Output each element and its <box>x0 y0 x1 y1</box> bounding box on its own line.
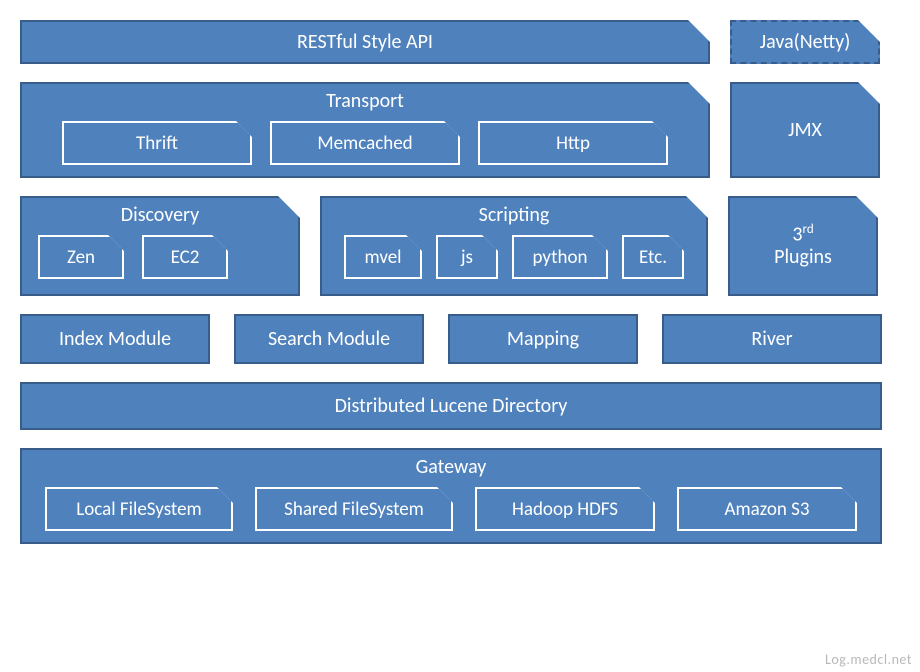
transport-items: Thrift Memcached Http <box>32 121 698 165</box>
block-river: River <box>662 314 882 364</box>
label-3rd-plugins: 3rd Plugins <box>774 223 832 270</box>
sub-ec2: EC2 <box>142 235 228 279</box>
row-lucene: Distributed Lucene Directory <box>20 382 900 430</box>
block-lucene-directory: Distributed Lucene Directory <box>20 382 882 430</box>
watermark: Log.medcl.net <box>825 651 912 668</box>
block-gateway: Gateway Local FileSystem Shared FileSyst… <box>20 448 882 544</box>
label-transport: Transport <box>326 90 404 113</box>
block-3rd-plugins: 3rd Plugins <box>728 196 878 296</box>
architecture-diagram: RESTful Style API Java(Netty) Transport … <box>20 20 900 544</box>
sub-zen: Zen <box>38 235 124 279</box>
sub-shared-fs: Shared FileSystem <box>255 487 453 531</box>
block-mapping: Mapping <box>448 314 638 364</box>
block-discovery: Discovery Zen EC2 <box>20 196 300 296</box>
sub-mvel: mvel <box>344 235 422 279</box>
block-scripting: Scripting mvel js python Etc. <box>320 196 708 296</box>
sub-hadoop-hdfs: Hadoop HDFS <box>475 487 655 531</box>
row-modules: Index Module Search Module Mapping River <box>20 314 900 364</box>
label-mapping: Mapping <box>507 328 579 351</box>
label-lucene-directory: Distributed Lucene Directory <box>335 395 568 418</box>
sub-http: Http <box>478 121 668 165</box>
sub-etc: Etc. <box>622 235 684 279</box>
label-discovery: Discovery <box>121 204 199 227</box>
sub-local-fs: Local FileSystem <box>45 487 233 531</box>
block-index-module: Index Module <box>20 314 210 364</box>
label-java-netty: Java(Netty) <box>760 31 851 54</box>
label-search-module: Search Module <box>268 328 390 351</box>
row-transport: Transport Thrift Memcached Http JMX <box>20 82 900 178</box>
block-java-netty: Java(Netty) <box>730 20 880 64</box>
row-gateway: Gateway Local FileSystem Shared FileSyst… <box>20 448 900 544</box>
label-jmx: JMX <box>788 119 822 142</box>
scripting-items: mvel js python Etc. <box>332 235 696 279</box>
sub-amazon-s3: Amazon S3 <box>677 487 857 531</box>
discovery-items: Zen EC2 <box>32 235 288 279</box>
sub-python: python <box>512 235 608 279</box>
label-scripting: Scripting <box>479 204 550 227</box>
sub-memcached: Memcached <box>270 121 460 165</box>
block-transport: Transport Thrift Memcached Http <box>20 82 710 178</box>
sub-thrift: Thrift <box>62 121 252 165</box>
gateway-items: Local FileSystem Shared FileSystem Hadoo… <box>32 487 870 531</box>
row-discovery-scripting: Discovery Zen EC2 Scripting mvel js pyth… <box>20 196 900 296</box>
block-restful-api: RESTful Style API <box>20 20 710 64</box>
row-api: RESTful Style API Java(Netty) <box>20 20 900 64</box>
label-index-module: Index Module <box>59 328 171 351</box>
label-restful-api: RESTful Style API <box>297 31 433 54</box>
label-gateway: Gateway <box>416 456 487 479</box>
block-search-module: Search Module <box>234 314 424 364</box>
block-jmx: JMX <box>730 82 880 178</box>
label-river: River <box>751 328 792 351</box>
sub-js: js <box>436 235 498 279</box>
